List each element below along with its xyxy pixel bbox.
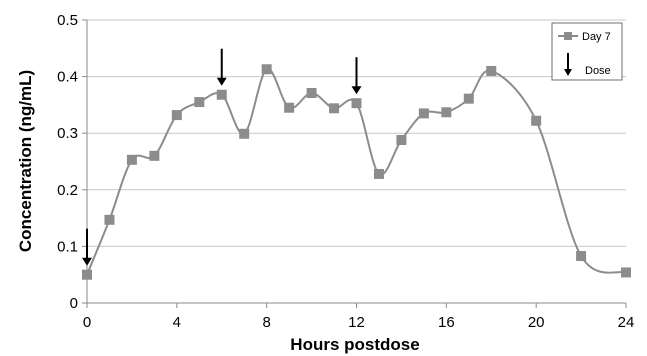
x-tick-label: 20 — [528, 314, 545, 331]
grid-lines — [87, 19, 626, 247]
legend-box — [551, 22, 623, 81]
data-point — [531, 115, 542, 126]
legend: Day 7 Dose — [551, 22, 623, 81]
y-tick-label: 0.3 — [57, 125, 78, 142]
data-point — [418, 108, 429, 119]
y-axis-title: Concentration (ng/mL) — [16, 70, 35, 252]
x-tick-label: 8 — [262, 314, 270, 331]
data-point — [329, 103, 340, 114]
data-point — [194, 97, 205, 108]
legend-series-label: Day 7 — [582, 31, 611, 43]
data-point — [171, 110, 182, 121]
dose-arrow-head — [82, 257, 92, 266]
x-tick-label: 12 — [348, 314, 365, 331]
x-tick-label: 4 — [173, 314, 181, 331]
y-tick-labels: 0 0.1 0.2 0.3 0.4 0.5 — [57, 12, 78, 312]
data-point — [396, 134, 407, 145]
x-tick-label: 16 — [438, 314, 455, 331]
data-point — [486, 65, 497, 76]
data-point — [126, 154, 137, 165]
data-point — [104, 214, 115, 225]
dose-arrow-head — [351, 86, 362, 95]
y-tick-label: 0 — [70, 295, 78, 312]
data-point — [463, 93, 474, 104]
data-point — [284, 102, 295, 113]
data-point — [216, 89, 227, 100]
x-tick-labels: 0 4 8 12 16 20 24 — [83, 314, 635, 331]
legend-arrow-head — [564, 69, 572, 76]
legend-dose-label: Dose — [585, 65, 611, 77]
y-tick-label: 0.1 — [57, 238, 78, 255]
data-point — [621, 267, 631, 278]
data-point — [373, 168, 384, 179]
data-point — [261, 64, 272, 75]
dose-arrow-head — [216, 77, 227, 86]
data-point — [82, 269, 92, 280]
data-point — [576, 251, 587, 262]
legend-series-marker — [564, 32, 572, 40]
y-tick-label: 0.5 — [57, 12, 78, 29]
data-point — [239, 128, 250, 139]
dose-arrows — [82, 48, 362, 266]
x-tick-label: 0 — [83, 314, 91, 331]
data-point — [306, 88, 317, 99]
axes — [82, 19, 627, 308]
y-tick-label: 0.4 — [57, 69, 78, 86]
data-point — [351, 98, 362, 109]
data-point — [441, 107, 452, 118]
series-markers — [82, 64, 631, 280]
y-tick-label: 0.2 — [57, 182, 78, 199]
data-point — [149, 150, 160, 161]
x-tick-label: 24 — [618, 314, 635, 331]
x-axis-title: Hours postdose — [290, 335, 419, 354]
